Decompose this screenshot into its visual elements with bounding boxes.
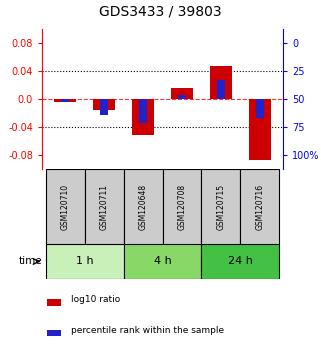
Bar (210, 66, 232, 99)
Bar (100, 99, 108, 115)
Text: GSM120711: GSM120711 (100, 183, 109, 229)
Text: 24 h: 24 h (228, 257, 253, 267)
Text: percentile rank within the sample: percentile rank within the sample (71, 326, 224, 335)
Bar (201, 169, 240, 244)
Bar (46, 169, 85, 244)
Bar (171, 88, 193, 99)
Bar (249, 99, 271, 160)
Text: GSM120716: GSM120716 (255, 183, 264, 229)
Text: 4 h: 4 h (154, 257, 171, 267)
Bar (217, 80, 225, 99)
Text: GSM120715: GSM120715 (216, 183, 225, 229)
Bar (178, 95, 186, 99)
Text: time: time (19, 257, 43, 267)
Text: 1 h: 1 h (76, 257, 93, 267)
Bar (93, 99, 115, 109)
Bar (85, 169, 124, 244)
Bar (46, 244, 124, 279)
Bar (240, 169, 279, 244)
Bar (61, 99, 69, 102)
Bar (139, 99, 147, 122)
Bar (124, 169, 162, 244)
Bar (132, 99, 154, 135)
Text: GSM120648: GSM120648 (139, 183, 148, 229)
Bar (47, 299, 61, 306)
Text: GSM120710: GSM120710 (61, 183, 70, 229)
Text: log10 ratio: log10 ratio (71, 296, 120, 304)
Bar (256, 99, 264, 118)
Bar (55, 99, 76, 102)
Text: GSM120708: GSM120708 (178, 183, 187, 229)
Bar (47, 330, 61, 336)
Text: GDS3433 / 39803: GDS3433 / 39803 (99, 4, 222, 18)
Bar (201, 244, 279, 279)
Bar (162, 169, 201, 244)
Bar (124, 244, 201, 279)
